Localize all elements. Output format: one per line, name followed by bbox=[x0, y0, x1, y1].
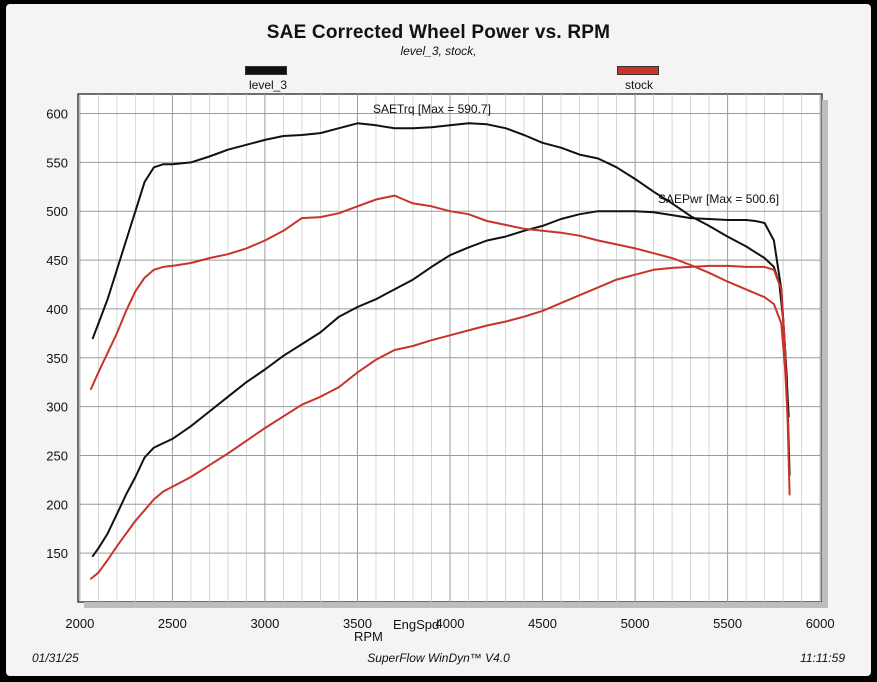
footer-date: 01/31/25 bbox=[32, 651, 79, 665]
y-tick-label: 500 bbox=[46, 204, 68, 219]
x-axis-label: RPM bbox=[354, 629, 383, 644]
legend-swatch-stock bbox=[617, 66, 659, 75]
chart-subtitle: level_3, stock, bbox=[400, 44, 477, 58]
x-tick-label: 2500 bbox=[158, 616, 187, 631]
torque-max-annotation: SAETrq [Max = 590.7] bbox=[373, 102, 491, 116]
x-axis-secondary-label: EngSpd bbox=[393, 617, 439, 632]
footer-time: 11:11:59 bbox=[800, 651, 845, 665]
y-tick-label: 250 bbox=[46, 448, 68, 463]
series-line-stock-torque bbox=[90, 194, 790, 437]
series-line-stock-power bbox=[90, 264, 791, 580]
legend-swatch-level-3 bbox=[245, 66, 287, 75]
x-tick-label: 2000 bbox=[65, 616, 94, 631]
plot-shadow-bottom bbox=[84, 602, 828, 608]
y-tick-label: 550 bbox=[46, 155, 68, 170]
series-line-level-3-torque bbox=[91, 122, 791, 476]
y-tick-label: 150 bbox=[46, 546, 68, 561]
y-tick-label: 400 bbox=[46, 302, 68, 317]
power-max-annotation: SAEPwr [Max = 500.6] bbox=[658, 192, 779, 206]
x-tick-label: 5500 bbox=[713, 616, 742, 631]
legend-item-stock: stock bbox=[617, 66, 659, 92]
y-tick-label: 450 bbox=[46, 253, 68, 268]
footer-software: SuperFlow WinDyn™ V4.0 bbox=[367, 651, 510, 665]
legend-item-level-3: level_3 bbox=[245, 66, 287, 92]
grid-lines bbox=[78, 94, 822, 602]
x-tick-label: 5000 bbox=[621, 616, 650, 631]
y-tick-label: 600 bbox=[46, 107, 68, 122]
chart-title: SAE Corrected Wheel Power vs. RPM bbox=[266, 22, 611, 43]
y-tick-label: 300 bbox=[46, 400, 68, 415]
x-tick-label: 4000 bbox=[436, 616, 465, 631]
series-line-level-3-power bbox=[91, 210, 790, 558]
plot-shadow-right bbox=[822, 100, 828, 608]
x-tick-label: 4500 bbox=[528, 616, 557, 631]
series-layer bbox=[90, 122, 791, 580]
legend-label-stock: stock bbox=[625, 78, 654, 92]
x-tick-label: 3500 bbox=[343, 616, 372, 631]
legend-label-level-3: level_3 bbox=[249, 78, 288, 92]
axis-labels: 2000 2500 3000 3500 4000 4500 5000 5500 6000 150 2… bbox=[46, 107, 834, 631]
x-tick-label: 3000 bbox=[250, 616, 279, 631]
y-tick-label: 350 bbox=[46, 351, 68, 366]
y-tick-label: 200 bbox=[46, 497, 68, 512]
x-tick-label: 6000 bbox=[806, 616, 835, 631]
